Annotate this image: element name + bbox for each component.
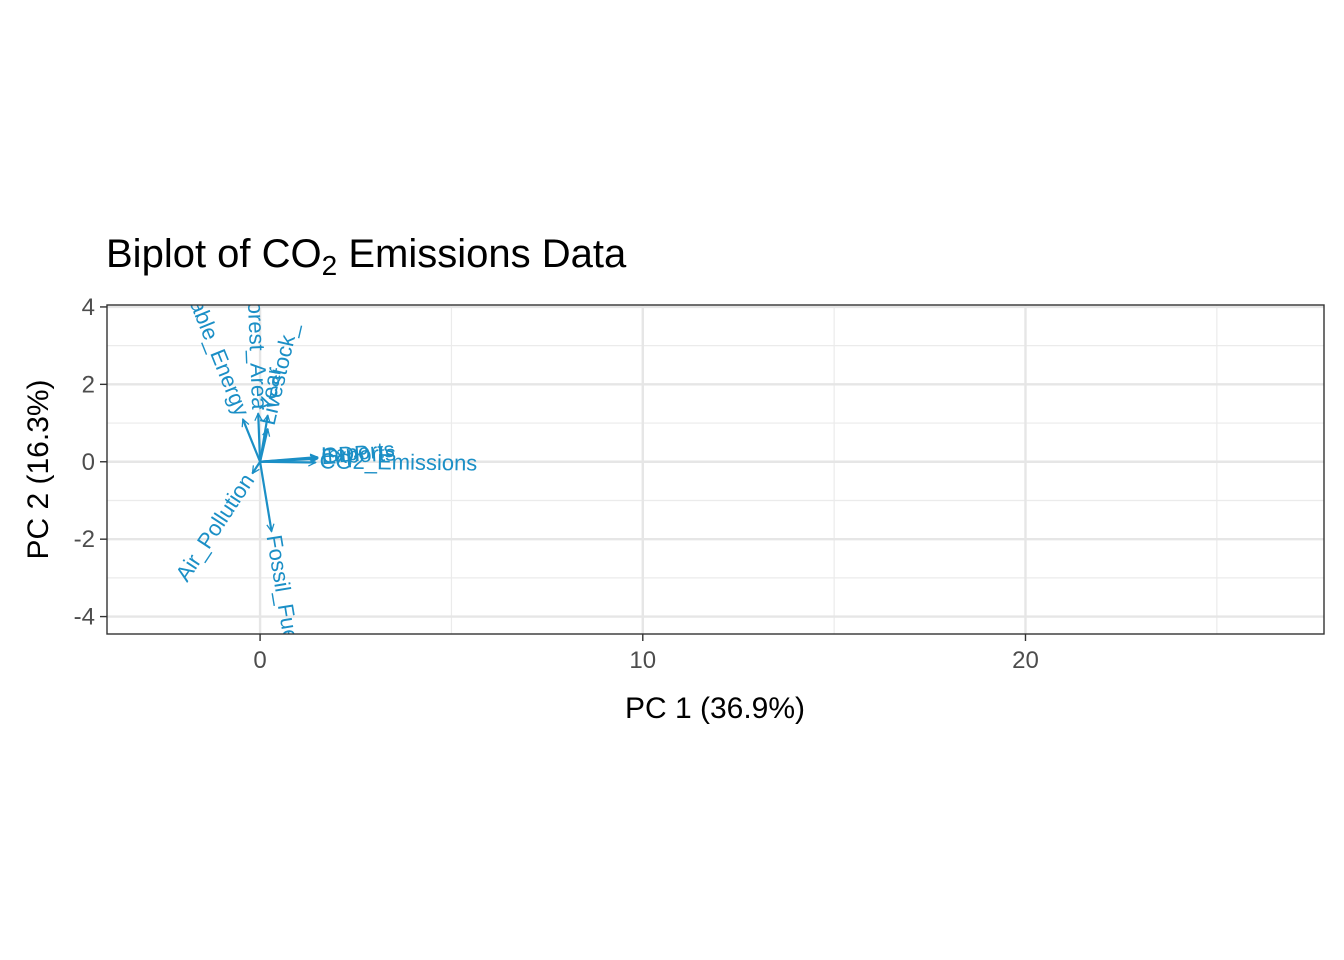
minor-gridlines (107, 305, 1324, 634)
loading-arrow-fossil-fuel (258, 461, 271, 532)
loading-label-imports: Imports (320, 437, 395, 468)
loading-label-gdp: GDP (321, 440, 370, 468)
chart-title: Biplot of CO2 Emissions Data (106, 232, 627, 281)
x-tick-label: 0 (253, 647, 266, 674)
x-tick-label: 20 (1012, 647, 1039, 674)
loading-arrow-air-pollution (251, 461, 262, 474)
loading-arrow-co2-emissions (260, 462, 315, 463)
loading-label-exports: Exports (321, 440, 397, 469)
y-tick-label: 4 (82, 294, 95, 321)
loading-arrow-renewable-energy (243, 419, 262, 463)
y-tick-label: 0 (82, 449, 95, 476)
loading-arrow-forest-area (258, 413, 260, 462)
chart-title-subscript: 2 (322, 250, 338, 281)
chart-title-prefix: Biplot of CO (106, 232, 322, 276)
x-tick-label: 10 (629, 647, 656, 674)
plot-panel-border (106, 304, 1325, 635)
x-axis-title: PC 1 (36.9%) (625, 692, 805, 725)
plot-panel (107, 305, 1324, 634)
y-tick-label: -2 (74, 526, 95, 553)
y-tick-label: -4 (74, 604, 95, 631)
loading-arrow-livestock- (259, 429, 268, 463)
x-axis: 0 10 20 (253, 634, 1039, 674)
y-tick-label: 2 (82, 371, 95, 398)
y-axis-title: PC 2 (16.3%) (22, 379, 55, 559)
loading-label-forest-area: Forest_Area (242, 288, 272, 411)
chart-title-suffix: Emissions Data (337, 232, 627, 276)
major-gridlines (107, 305, 1324, 634)
y-axis: -4 -2 0 2 4 (74, 294, 107, 631)
loading-label-co2-emissions: CO2_Emissions (319, 448, 477, 475)
